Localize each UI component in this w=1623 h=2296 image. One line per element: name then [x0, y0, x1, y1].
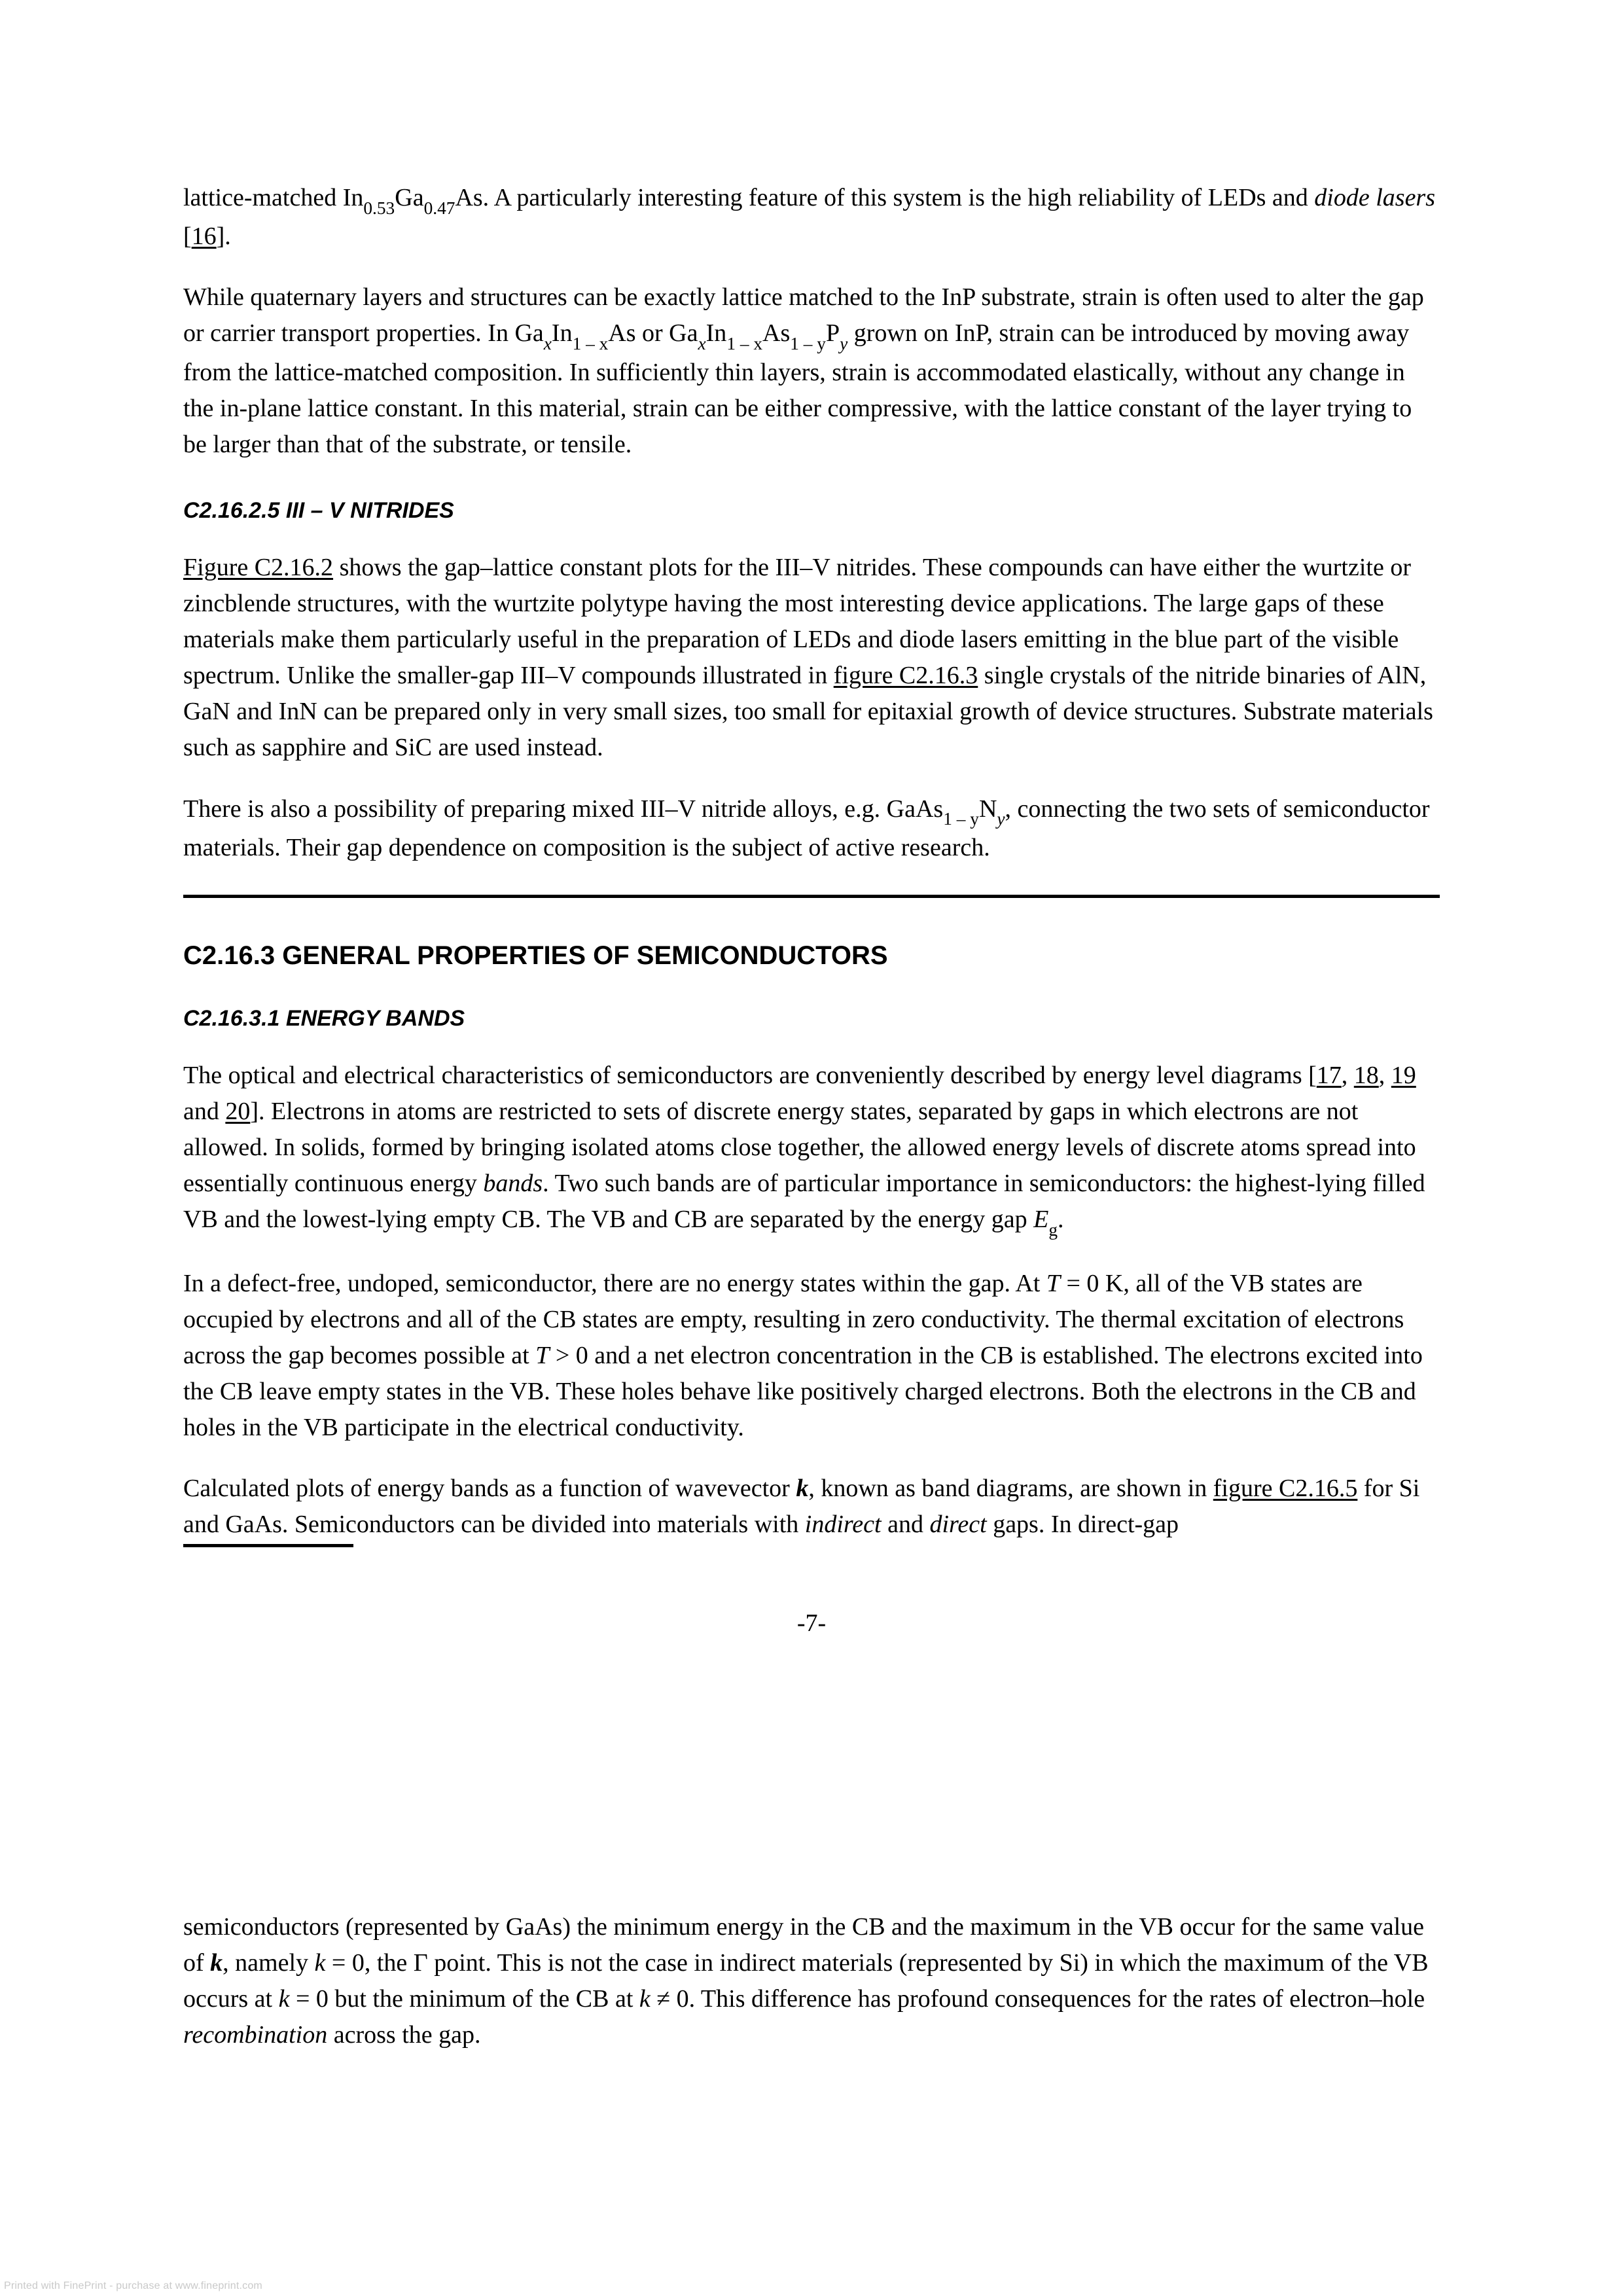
citation-link-20[interactable]: 20 — [225, 1098, 250, 1125]
text: The optical and electrical characteristi… — [183, 1062, 1317, 1089]
citation-link-19[interactable]: 19 — [1391, 1062, 1416, 1089]
subscript-g: g — [1048, 1220, 1058, 1240]
emphasis-diode-lasers: diode lasers — [1314, 184, 1435, 211]
subscript-1-x: 1 – x — [573, 334, 609, 353]
text: As — [762, 319, 790, 347]
paragraph-lattice-matched: lattice-matched In0.53Ga0.47As. A partic… — [183, 180, 1440, 255]
text: = 0 but the minimum of the CB at — [289, 1985, 639, 2013]
text: gaps. In direct-gap — [987, 1511, 1179, 1538]
paragraph-energy-bands-3: Calculated plots of energy bands as a fu… — [183, 1471, 1440, 1543]
emphasis-recombination: recombination — [183, 2021, 327, 2049]
paragraph-energy-bands-2: In a defect-free, undoped, semiconductor… — [183, 1266, 1440, 1446]
text: , — [1342, 1062, 1354, 1089]
text: , known as band diagrams, are shown in — [808, 1475, 1213, 1502]
paragraph-nitrides-2: There is also a possibility of preparing… — [183, 791, 1440, 866]
text: N — [979, 795, 997, 823]
text: and — [882, 1511, 930, 1538]
section-rule — [183, 895, 1440, 898]
paragraph-energy-bands-1: The optical and electrical characteristi… — [183, 1058, 1440, 1241]
symbol-T: T — [1046, 1270, 1060, 1297]
citation-link-17[interactable]: 17 — [1317, 1062, 1342, 1089]
figure-link-c2-16-2[interactable]: Figure C2.16.2 — [183, 554, 333, 581]
page: lattice-matched In0.53Ga0.47As. A partic… — [0, 0, 1623, 2296]
emphasis-indirect: indirect — [805, 1511, 882, 1538]
text: ≠ 0. This difference has profound conseq… — [651, 1985, 1425, 2013]
subscript-x: x — [544, 334, 552, 353]
paragraph-quaternary: While quaternary layers and structures c… — [183, 279, 1440, 463]
heading-nitrides: C2.16.2.5 III – V NITRIDES — [183, 498, 1440, 524]
text: , namely — [223, 1949, 314, 1977]
subscript-1-x: 1 – x — [726, 334, 762, 353]
text: Ga — [395, 184, 423, 211]
subscript-x: x — [698, 334, 706, 353]
footer-fineprint: Printed with FinePrint - purchase at www… — [4, 2280, 262, 2292]
symbol-E: E — [1033, 1206, 1048, 1233]
text: In — [552, 319, 573, 347]
symbol-T: T — [535, 1342, 549, 1369]
citation-link-16[interactable]: 16 — [192, 223, 217, 250]
text: There is also a possibility of preparing… — [183, 795, 943, 823]
footnote-rule — [183, 1544, 353, 1547]
citation-link-18[interactable]: 18 — [1354, 1062, 1379, 1089]
symbol-k: k — [315, 1949, 326, 1977]
text: As. A particularly interesting feature o… — [455, 184, 1314, 211]
paragraph-nitrides-1: Figure C2.16.2 shows the gap–lattice con… — [183, 550, 1440, 766]
text: lattice-matched In — [183, 184, 363, 211]
text: ]. — [217, 223, 231, 250]
text: Calculated plots of energy bands as a fu… — [183, 1475, 796, 1502]
paragraph-direct-gap: semiconductors (represented by GaAs) the… — [183, 1909, 1440, 2053]
heading-general-properties: C2.16.3 GENERAL PROPERTIES OF SEMICONDUC… — [183, 941, 1440, 971]
symbol-k: k — [279, 1985, 290, 2013]
text: [ — [183, 223, 192, 250]
subscript: 0.53 — [363, 198, 395, 218]
heading-energy-bands: C2.16.3.1 ENERGY BANDS — [183, 1006, 1440, 1031]
figure-link-c2-16-5[interactable]: figure C2.16.5 — [1213, 1475, 1358, 1502]
subscript-1-y: 1 – y — [790, 334, 826, 353]
text: . — [1058, 1206, 1064, 1233]
symbol-k: k — [639, 1985, 651, 2013]
text: P — [826, 319, 840, 347]
emphasis-direct: direct — [929, 1511, 986, 1538]
text: , — [1379, 1062, 1391, 1089]
text: In a defect-free, undoped, semiconductor… — [183, 1270, 1046, 1297]
page-break-gap — [183, 1638, 1440, 1909]
emphasis-bands: bands — [483, 1170, 543, 1197]
text: In — [706, 319, 727, 347]
text: As or Ga — [608, 319, 698, 347]
symbol-k: k — [796, 1475, 808, 1502]
symbol-k: k — [210, 1949, 223, 1977]
subscript: 0.47 — [424, 198, 455, 218]
figure-link-c2-16-3[interactable]: figure C2.16.3 — [834, 662, 978, 689]
page-number: -7- — [183, 1609, 1440, 1638]
subscript-y: y — [840, 334, 847, 353]
text: across the gap. — [327, 2021, 480, 2049]
text: and — [183, 1098, 225, 1125]
subscript-1-y: 1 – y — [943, 809, 979, 829]
subscript-y: y — [997, 809, 1005, 829]
